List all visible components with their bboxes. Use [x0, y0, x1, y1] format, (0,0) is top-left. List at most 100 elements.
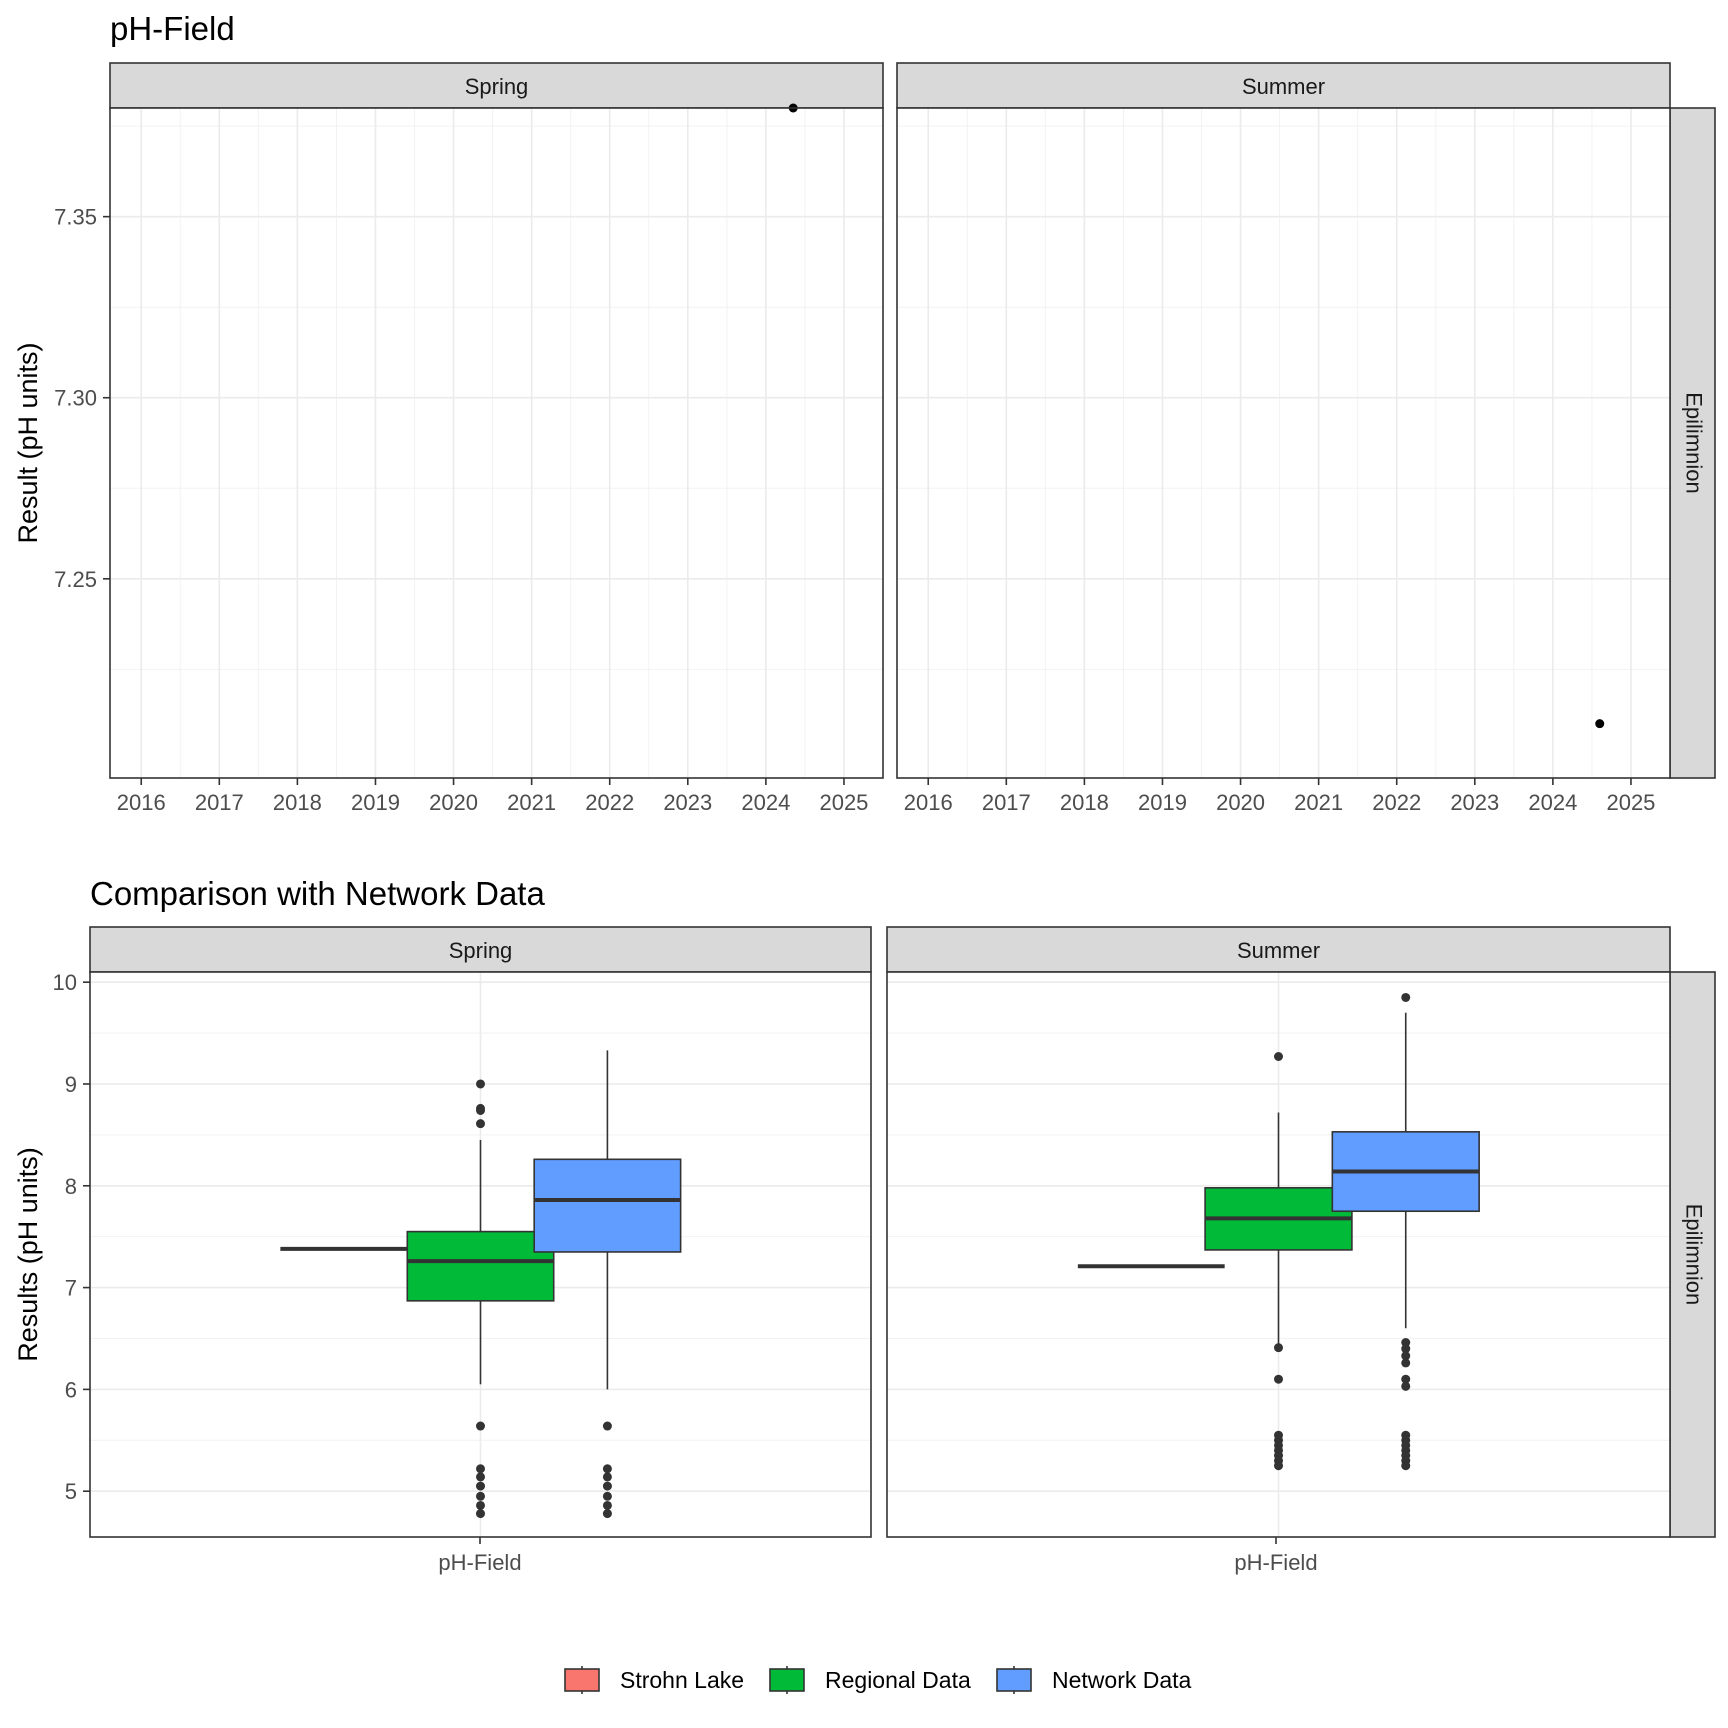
legend-item-network-data: Network Data — [996, 1666, 1192, 1694]
x-tick-label: 2025 — [1606, 790, 1655, 815]
panel-border — [886, 971, 1671, 1538]
top-panel-summer — [896, 107, 1671, 779]
outlier-point — [602, 1481, 612, 1491]
legend-key-regional-data — [769, 1668, 805, 1692]
y-tick-label: 6 — [65, 1377, 77, 1402]
outlier-point — [1401, 1461, 1411, 1471]
box-body — [533, 1158, 682, 1253]
legend-key-network-data — [996, 1668, 1032, 1692]
x-tick-label: 2019 — [351, 790, 400, 815]
outlier-point — [476, 1421, 485, 1431]
x-tick-label: 2024 — [1528, 790, 1577, 815]
x-tick-label: 2016 — [904, 790, 953, 815]
top-y-axis: 7.25 7.30 7.35 — [54, 205, 110, 592]
top-strip-row — [1669, 107, 1716, 779]
bottom-chart-title: Comparison with Network Data — [90, 875, 545, 912]
outlier-point — [476, 1119, 485, 1129]
y-tick-label: 7.30 — [54, 386, 97, 411]
outlier-point — [1401, 1374, 1411, 1384]
y-tick-label: 7.35 — [54, 205, 97, 230]
outlier-point — [1274, 1051, 1283, 1061]
y-tick-label: 7.25 — [54, 567, 97, 592]
panel-background — [110, 108, 883, 778]
outlier-point — [1401, 1351, 1411, 1361]
box-body — [406, 1230, 555, 1302]
outlier-point — [1274, 1343, 1283, 1353]
x-tick-label: 2021 — [507, 790, 556, 815]
bottom-x-tick-spring: pH-Field — [438, 1550, 521, 1575]
bottom-strip-spring-label: Spring — [449, 938, 513, 963]
x-tick-label: 2023 — [1450, 790, 1499, 815]
top-x-axis-summer: 2016 2017 2018 2019 2020 2021 2022 2023 2024 2025 — [904, 778, 1655, 815]
bottom-strip-spring — [89, 926, 872, 973]
x-tick-label: 2023 — [663, 790, 712, 815]
data-point — [1595, 719, 1605, 729]
outlier-point — [602, 1509, 612, 1519]
x-tick-label: 2020 — [1216, 790, 1265, 815]
bottom-x-tick-summer: pH-Field — [1234, 1550, 1317, 1575]
outlier-point — [476, 1079, 485, 1089]
panel-border — [896, 107, 1671, 779]
bottom-strip-summer — [886, 926, 1671, 973]
legend: Strohn Lake Regional Data Network Data — [564, 1666, 1192, 1694]
legend-label-regional-data: Regional Data — [825, 1667, 971, 1693]
y-tick-label: 5 — [65, 1479, 77, 1504]
y-tick-label: 8 — [65, 1174, 77, 1199]
x-tick-label: 2017 — [982, 790, 1031, 815]
x-tick-label: 2022 — [585, 790, 634, 815]
outlier-point — [476, 1509, 485, 1519]
y-tick-label: 10 — [53, 970, 77, 995]
outlier-point — [602, 1500, 612, 1510]
top-chart: pH-Field Spring Summer Epilimnion Result… — [13, 10, 1716, 815]
outlier-point — [1401, 1358, 1411, 1368]
x-tick-label: 2025 — [819, 790, 868, 815]
bottom-strip-row-label: Epilimnion — [1682, 1204, 1707, 1306]
x-tick-label: 2020 — [429, 790, 478, 815]
box-regional-data — [1204, 1051, 1353, 1471]
top-strip-summer-label: Summer — [1242, 74, 1325, 99]
top-strip-spring-label: Spring — [465, 74, 529, 99]
bottom-y-axis-title: Results (pH units) — [13, 1147, 43, 1362]
x-tick-label: 2018 — [273, 790, 322, 815]
y-tick-label: 9 — [65, 1072, 77, 1097]
outlier-point — [476, 1464, 485, 1474]
x-tick-label: 2024 — [741, 790, 790, 815]
top-strip-summer — [896, 62, 1671, 109]
outlier-point — [602, 1421, 612, 1431]
legend-label-strohn-lake: Strohn Lake — [620, 1667, 744, 1693]
bottom-chart: Comparison with Network Data Spring Summ… — [13, 875, 1716, 1694]
outlier-point — [1274, 1461, 1283, 1471]
outlier-point — [476, 1491, 485, 1501]
outlier-point — [1401, 1344, 1411, 1354]
x-tick-label: 2019 — [1138, 790, 1187, 815]
top-x-axis-spring: 2016 2017 2018 2019 2020 2021 2022 2023 2024 2025 — [117, 778, 868, 815]
x-tick-label: 2017 — [195, 790, 244, 815]
bottom-panel-spring — [89, 971, 872, 1538]
top-strip-row-label: Epilimnion — [1682, 392, 1707, 494]
legend-label-network-data: Network Data — [1052, 1667, 1192, 1693]
legend-key-strohn-lake — [564, 1668, 600, 1692]
box-network-data — [533, 1050, 682, 1519]
top-chart-title: pH-Field — [110, 10, 235, 47]
bottom-panel-summer — [886, 971, 1671, 1538]
x-tick-label: 2016 — [117, 790, 166, 815]
outlier-point — [602, 1464, 612, 1474]
outlier-point — [602, 1491, 612, 1501]
top-panel-spring — [109, 103, 884, 779]
bottom-strip-row — [1669, 971, 1716, 1538]
legend-item-regional-data: Regional Data — [769, 1666, 971, 1694]
panel-background — [897, 108, 1670, 778]
legend-item-strohn-lake: Strohn Lake — [564, 1666, 744, 1694]
y-tick-label: 7 — [65, 1276, 77, 1301]
box-network-data — [1331, 992, 1480, 1471]
top-y-axis-title: Result (pH units) — [13, 342, 43, 543]
outlier-point — [1401, 1381, 1411, 1391]
outlier-point — [476, 1105, 485, 1115]
outlier-point — [476, 1472, 485, 1482]
top-strip-spring — [109, 62, 884, 109]
outlier-point — [476, 1500, 485, 1510]
outlier-point — [1401, 992, 1411, 1002]
bottom-strip-summer-label: Summer — [1237, 938, 1320, 963]
outlier-point — [602, 1472, 612, 1482]
